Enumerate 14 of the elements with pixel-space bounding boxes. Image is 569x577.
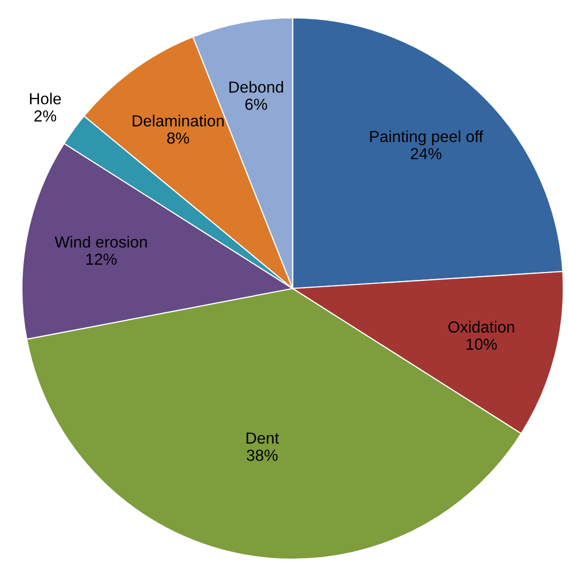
slice-label: Dent bbox=[246, 432, 279, 444]
slice-label: Hole bbox=[30, 92, 61, 104]
data-label: 10% bbox=[466, 338, 497, 350]
slice-label: Painting peel off bbox=[370, 130, 484, 146]
data-label: 24% bbox=[410, 148, 442, 160]
data-label: 12% bbox=[86, 254, 117, 265]
slice-label: Oxidation bbox=[448, 320, 514, 333]
slice-label: Wind erosion bbox=[54, 236, 147, 248]
data-label: 38% bbox=[246, 450, 278, 461]
data-label: 8% bbox=[167, 132, 190, 144]
data-label: 6% bbox=[245, 98, 268, 110]
slice-label: Delamination bbox=[132, 114, 224, 127]
slice-label: Debond bbox=[229, 81, 284, 93]
data-label: 2% bbox=[34, 110, 56, 122]
